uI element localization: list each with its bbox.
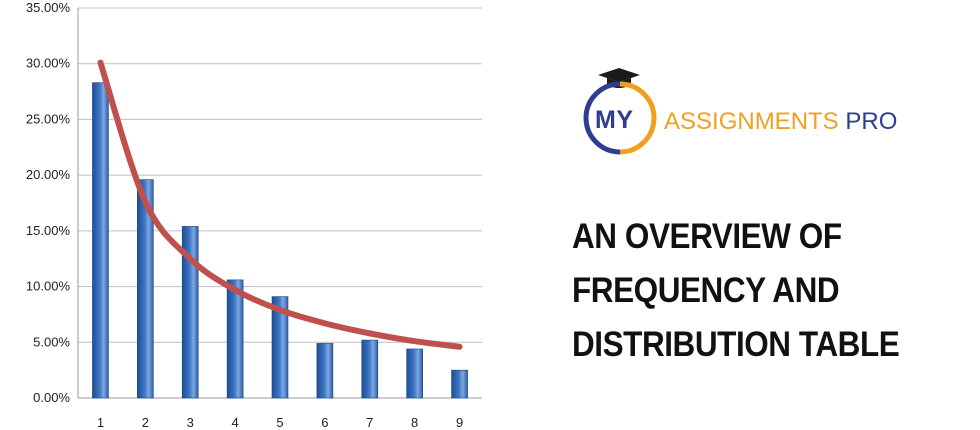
logo-text-my: MY <box>595 106 634 134</box>
y-tick-label: 25.00% <box>26 111 71 126</box>
x-tick-label: 8 <box>411 415 418 430</box>
x-tick-label: 3 <box>187 415 194 430</box>
headline: AN OVERVIEW OF FREQUENCY AND DISTRIBUTIO… <box>572 210 972 372</box>
x-tick-label: 6 <box>321 415 328 430</box>
y-tick-label: 30.00% <box>26 56 71 71</box>
bar <box>92 82 109 399</box>
headline-line-1: AN OVERVIEW OF <box>572 217 842 256</box>
x-tick-label: 9 <box>456 415 463 430</box>
headline-line-2: FREQUENCY AND <box>572 271 840 310</box>
bar <box>226 279 244 399</box>
x-tick-label: 1 <box>97 415 104 430</box>
x-tick-label: 5 <box>276 415 283 430</box>
bar <box>451 369 468 399</box>
x-tick-label: 7 <box>366 415 373 430</box>
trend-curve <box>97 59 463 350</box>
logo-text: ASSIGNMENTS PRO <box>664 108 897 136</box>
y-tick-label: 5.00% <box>33 334 70 349</box>
bar-chart: 0.00% 5.00% 10.00% 15.00% 20.00% 25.00% 30.00%… <box>26 0 482 430</box>
headline-line-3: DISTRIBUTION TABLE <box>572 325 900 364</box>
bar <box>406 348 423 399</box>
bar <box>137 179 154 399</box>
logo-ring <box>583 81 657 155</box>
x-tick-label: 4 <box>231 415 238 430</box>
y-tick-label: 0.00% <box>33 390 70 405</box>
logo-text-pro: PRO <box>845 108 898 135</box>
bar <box>361 339 379 399</box>
y-tick-label: 15.00% <box>26 223 71 238</box>
brand-logo: MY ASSIGNMENTS PRO <box>582 66 902 162</box>
logo-text-assignments: ASSIGNMENTS <box>664 108 839 135</box>
bar <box>316 343 334 399</box>
bar <box>271 296 289 399</box>
x-tick-label: 2 <box>142 415 149 430</box>
y-tick-label: 20.00% <box>26 167 71 182</box>
y-tick-label: 35.00% <box>26 0 71 15</box>
y-tick-label: 10.00% <box>26 279 71 294</box>
bar <box>181 226 199 399</box>
